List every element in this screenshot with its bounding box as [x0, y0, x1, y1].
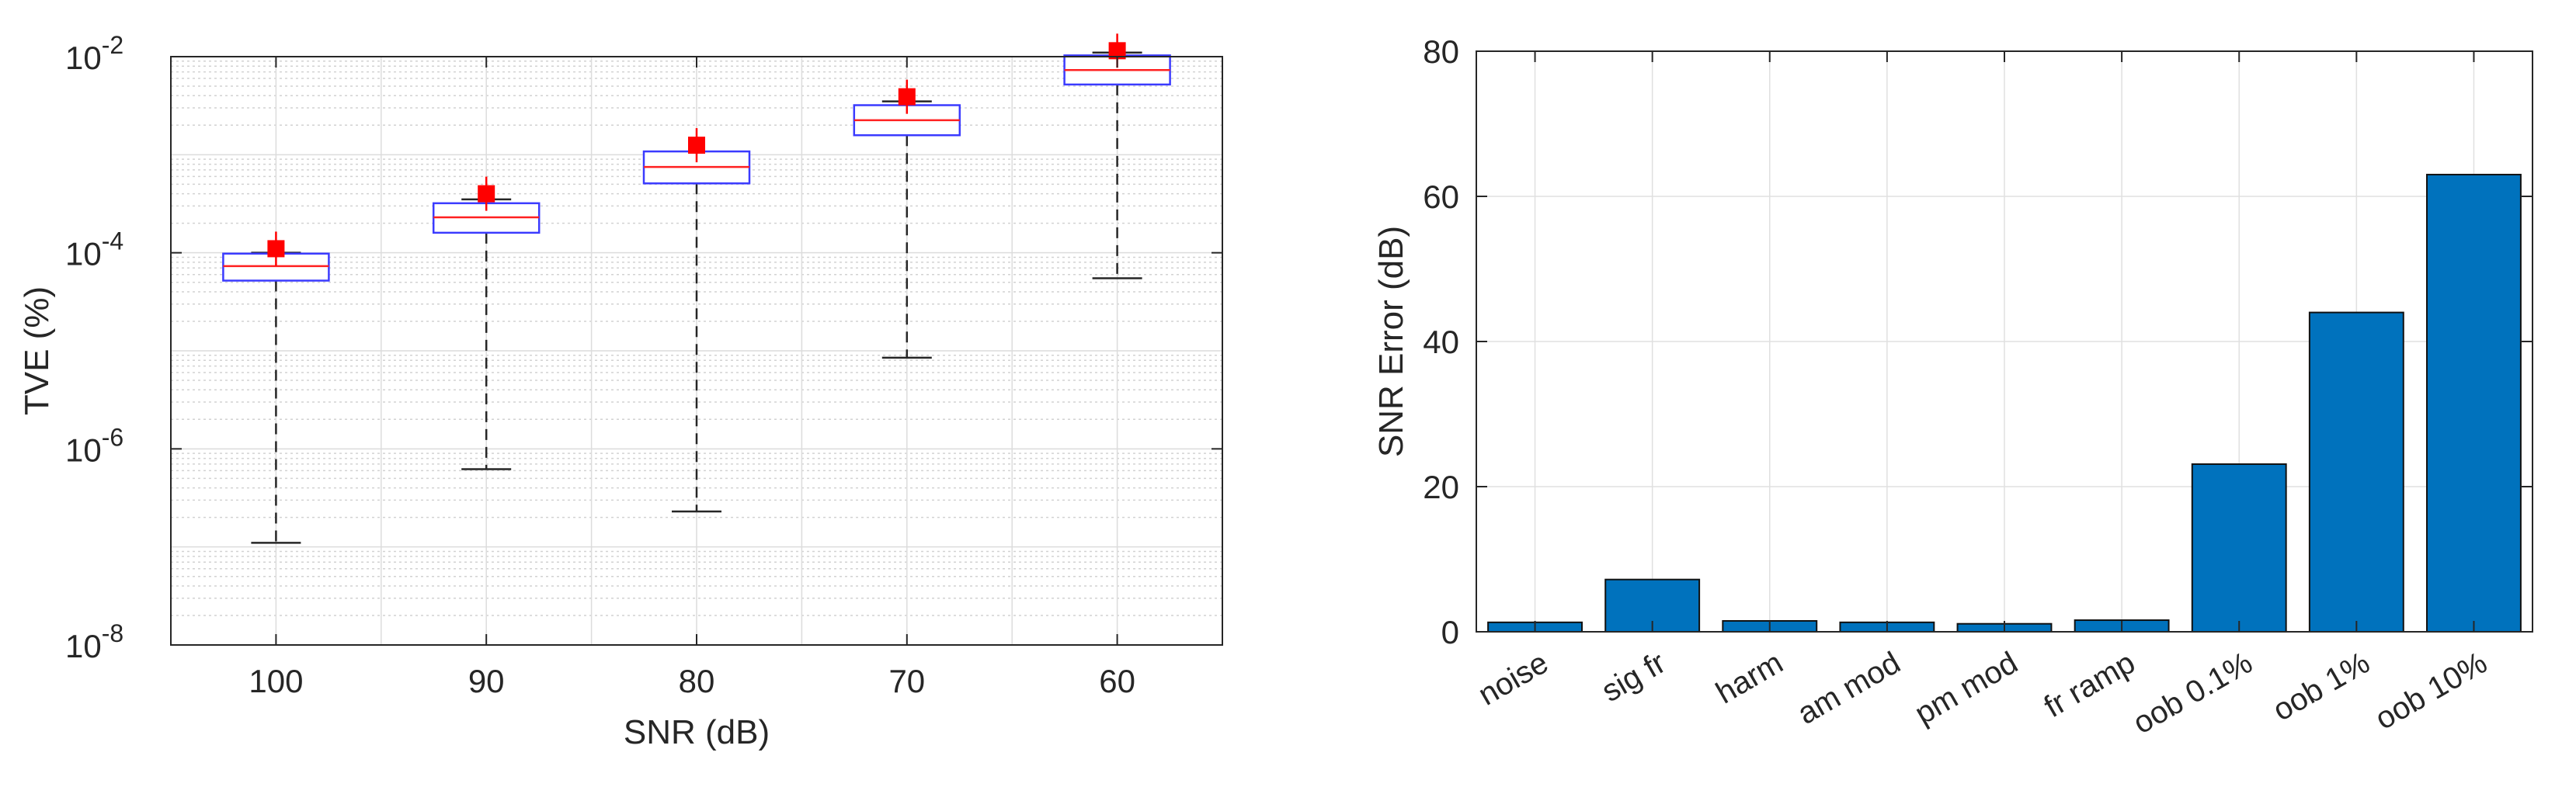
y-tick-label: 80 — [1423, 33, 1459, 70]
x-tick-label: oob 1% — [2267, 646, 2375, 728]
x-tick-label: 60 — [1099, 663, 1135, 699]
box-chart-xlabel: SNR (dB) — [624, 713, 770, 751]
box-chart-grid — [171, 56, 1222, 646]
x-tick-label: harm — [1710, 646, 1789, 711]
x-tick-label: fr ramp — [2039, 646, 2141, 724]
bar — [2308, 311, 2404, 633]
bar-chart-ylabel: SNR Error (dB) — [1372, 226, 1410, 457]
y-tick-label: 10-6 — [65, 423, 123, 468]
y-tick-label: 0 — [1441, 614, 1459, 650]
y-tick-label: 60 — [1423, 179, 1459, 215]
x-tick-label: 70 — [888, 663, 925, 699]
box-chart-ylabel: TVE (%) — [18, 286, 56, 415]
box-chart-marks — [222, 33, 1171, 544]
y-tick-label: 20 — [1423, 469, 1459, 505]
bar — [2191, 463, 2287, 633]
y-tick-label: 10-2 — [65, 31, 123, 76]
tve-box-chart: 100 90 80 70 60 10-8 10-6 10-4 10-2 SNR (dB) TVE… — [18, 31, 1223, 751]
bar — [2426, 173, 2522, 633]
x-tick-label: 100 — [249, 663, 303, 699]
bar-chart-marks — [1487, 173, 2522, 633]
x-tick-label: pm mod — [1909, 646, 2023, 731]
x-tick-label: 80 — [679, 663, 715, 699]
x-tick-label: oob 10% — [2369, 646, 2493, 737]
x-tick-label: am mod — [1792, 646, 1906, 731]
y-tick-label: 40 — [1423, 324, 1459, 360]
x-tick-label: sig fr — [1596, 646, 1671, 709]
y-tick-label: 10-4 — [65, 227, 123, 272]
x-tick-label: noise — [1472, 646, 1554, 712]
y-tick-label: 10-8 — [65, 619, 123, 664]
x-tick-label: 90 — [468, 663, 505, 699]
box-chart-ticks: 100 90 80 70 60 10-8 10-6 10-4 10-2 — [65, 31, 1222, 699]
x-tick-label: oob 0.1% — [2127, 646, 2258, 741]
